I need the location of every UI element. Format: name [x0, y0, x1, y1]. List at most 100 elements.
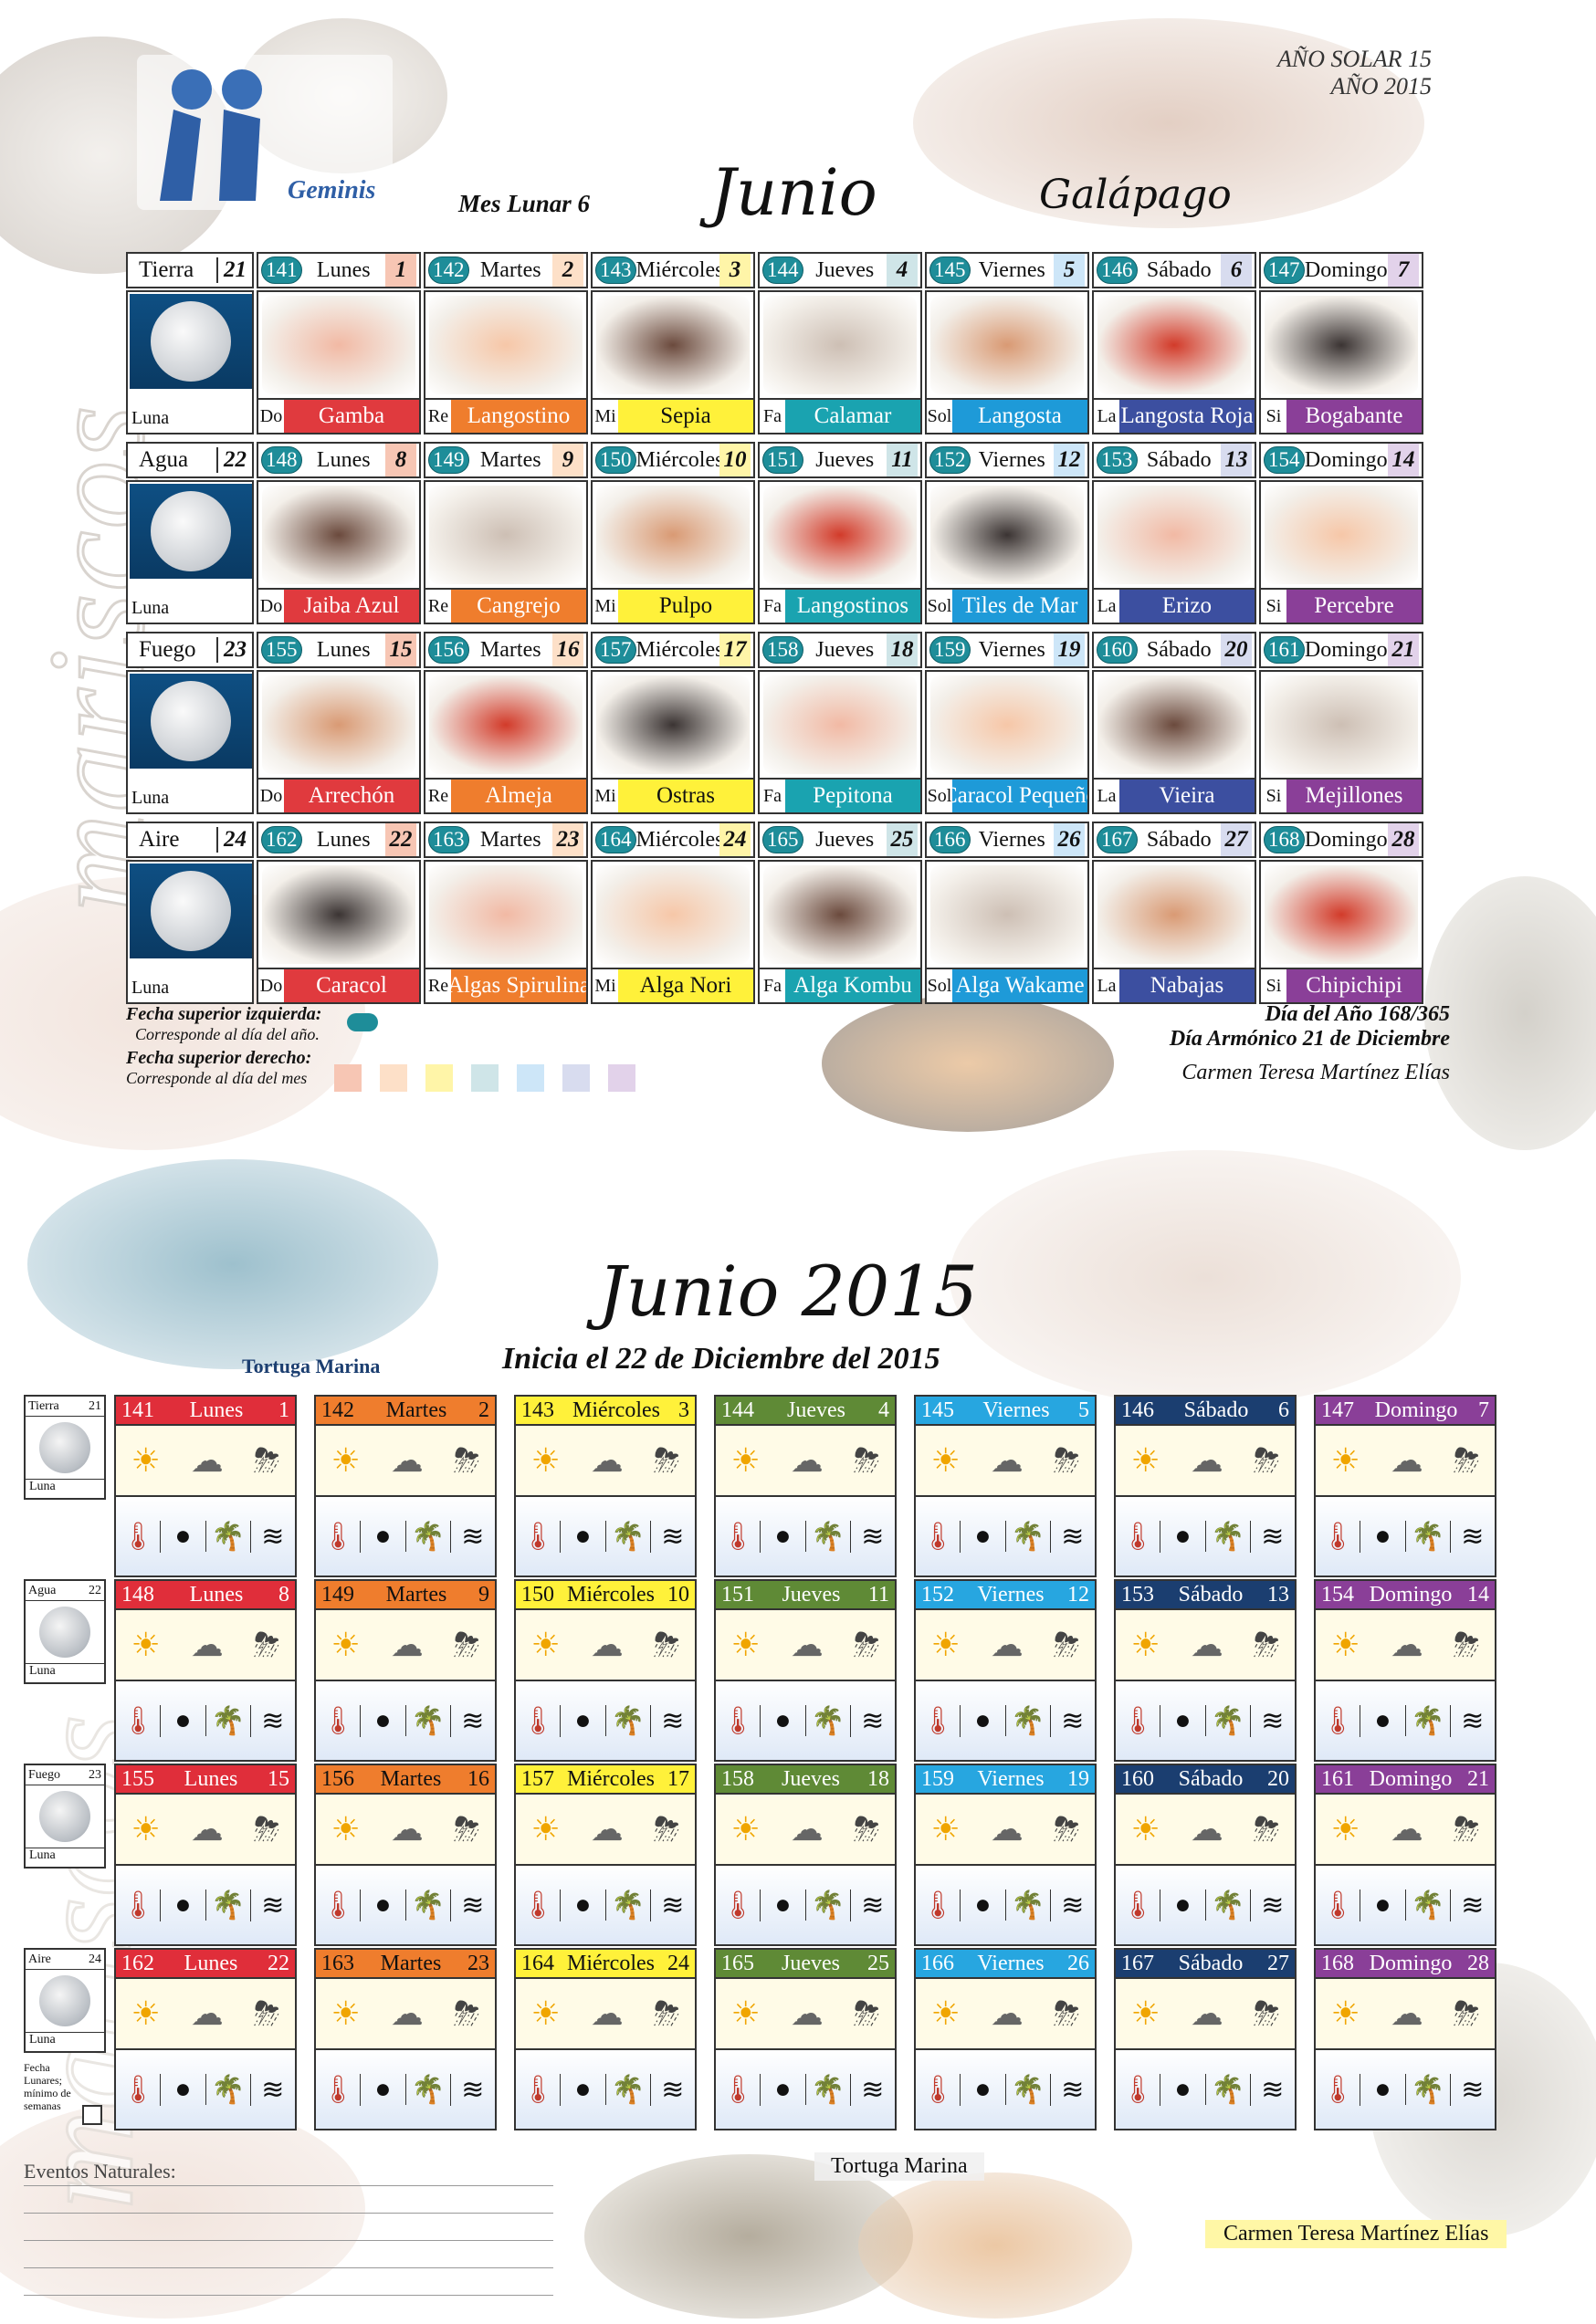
weather-day-card[interactable]: 165 Jueves 25 ☀ ☁ ⛈ 🌡 ● 🌴 ≋	[714, 1948, 897, 2130]
rain-cloud-icon[interactable]: ⛈	[253, 1994, 280, 2032]
palm-tree-icon[interactable]: 🌴	[1406, 1520, 1451, 1553]
day-header[interactable]: 156 Martes 16	[424, 632, 588, 668]
moon-phase-icon[interactable]: ●	[161, 1705, 206, 1736]
rain-cloud-icon[interactable]: ⛈	[1053, 1626, 1080, 1663]
seafood-cell[interactable]: Do Arrechón	[257, 670, 421, 814]
seafood-cell[interactable]: Si Chipichipi	[1259, 860, 1423, 1004]
thermometer-sun-icon[interactable]: 🌡	[516, 1889, 562, 1921]
day-header[interactable]: 159 Viernes 19	[925, 632, 1089, 668]
day-header[interactable]: 147 Domingo 7	[1259, 252, 1423, 288]
seafood-cell[interactable]: La Langosta Roja	[1092, 290, 1256, 434]
sun-icon[interactable]: ☀	[530, 1442, 561, 1479]
thermometer-sun-icon[interactable]: 🌡	[516, 1520, 562, 1553]
thermometer-sun-icon[interactable]: 🌡	[116, 2073, 162, 2106]
palm-tree-icon[interactable]: 🌴	[806, 1889, 851, 1921]
wind-icon[interactable]: ≋	[1061, 1705, 1085, 1736]
rain-cloud-icon[interactable]: ⛈	[1053, 1810, 1080, 1848]
thermometer-sun-icon[interactable]: 🌡	[1316, 1520, 1361, 1553]
moon-phase-icon[interactable]: ●	[761, 1521, 806, 1552]
sun-icon[interactable]: ☀	[131, 1995, 161, 2032]
seafood-cell[interactable]: Mi Alga Nori	[591, 860, 755, 1004]
moon-phase-icon[interactable]: ●	[161, 1521, 206, 1552]
cloud-icon[interactable]: ☁	[1190, 1627, 1223, 1663]
sun-icon[interactable]: ☀	[1130, 1995, 1160, 2032]
moon-phase-icon[interactable]: ●	[761, 1890, 806, 1921]
rain-cloud-icon[interactable]: ⛈	[453, 1441, 480, 1479]
weather-day-card[interactable]: 163 Martes 23 ☀ ☁ ⛈ 🌡 ● 🌴 ≋	[314, 1948, 497, 2130]
palm-tree-icon[interactable]: 🌴	[206, 2073, 251, 2106]
wind-icon[interactable]: ≋	[261, 1890, 285, 1921]
palm-tree-icon[interactable]: 🌴	[406, 2073, 451, 2106]
day-header[interactable]: 161 Domingo 21	[1259, 632, 1423, 668]
cloud-icon[interactable]: ☁	[990, 1627, 1024, 1663]
sun-icon[interactable]: ☀	[530, 1627, 561, 1663]
day-header[interactable]: 168 Domingo 28	[1259, 822, 1423, 858]
cloud-icon[interactable]: ☁	[990, 1811, 1024, 1848]
palm-tree-icon[interactable]: 🌴	[806, 1520, 851, 1553]
wind-icon[interactable]: ≋	[1261, 2074, 1285, 2105]
wind-icon[interactable]: ≋	[261, 2074, 285, 2105]
cloud-icon[interactable]: ☁	[190, 1811, 224, 1848]
cloud-icon[interactable]: ☁	[790, 1995, 824, 2032]
weather-day-card[interactable]: 147 Domingo 7 ☀ ☁ ⛈ 🌡 ● 🌴 ≋	[1314, 1395, 1496, 1577]
sun-icon[interactable]: ☀	[930, 1995, 961, 2032]
moon-phase-icon[interactable]: ●	[761, 1705, 806, 1736]
seafood-cell[interactable]: Fa Alga Kombu	[758, 860, 922, 1004]
thermometer-sun-icon[interactable]: 🌡	[716, 1520, 761, 1553]
events-line[interactable]	[24, 2295, 553, 2296]
wind-icon[interactable]: ≋	[1261, 1890, 1285, 1921]
palm-tree-icon[interactable]: 🌴	[1206, 2073, 1251, 2106]
moon-phase-icon[interactable]: ●	[761, 2074, 806, 2105]
moon-phase-icon[interactable]: ●	[561, 1890, 606, 1921]
palm-tree-icon[interactable]: 🌴	[206, 1520, 251, 1553]
thermometer-sun-icon[interactable]: 🌡	[1116, 1704, 1161, 1737]
seafood-cell[interactable]: Re Langostino	[424, 290, 588, 434]
thermometer-sun-icon[interactable]: 🌡	[1316, 1889, 1361, 1921]
wind-icon[interactable]: ≋	[1061, 1890, 1085, 1921]
sun-icon[interactable]: ☀	[331, 1627, 361, 1663]
cloud-icon[interactable]: ☁	[1390, 1627, 1423, 1663]
thermometer-sun-icon[interactable]: 🌡	[716, 1889, 761, 1921]
moon-phase-icon[interactable]: ●	[1160, 1521, 1206, 1552]
wind-icon[interactable]: ≋	[1061, 2074, 1085, 2105]
sun-icon[interactable]: ☀	[730, 1442, 761, 1479]
day-header[interactable]: 155 Lunes 15	[257, 632, 421, 668]
sun-icon[interactable]: ☀	[930, 1811, 961, 1848]
wind-icon[interactable]: ≋	[461, 1705, 485, 1736]
thermometer-sun-icon[interactable]: 🌡	[1116, 1889, 1161, 1921]
weather-day-card[interactable]: 144 Jueves 4 ☀ ☁ ⛈ 🌡 ● 🌴 ≋	[714, 1395, 897, 1577]
thermometer-sun-icon[interactable]: 🌡	[316, 2073, 362, 2106]
thermometer-sun-icon[interactable]: 🌡	[116, 1520, 162, 1553]
thermometer-sun-icon[interactable]: 🌡	[316, 1520, 362, 1553]
rain-cloud-icon[interactable]: ⛈	[853, 1994, 880, 2032]
palm-tree-icon[interactable]: 🌴	[1406, 1704, 1451, 1737]
wind-icon[interactable]: ≋	[661, 1890, 685, 1921]
cloud-icon[interactable]: ☁	[390, 1811, 424, 1848]
moon-phase-icon[interactable]: ●	[961, 1890, 1006, 1921]
moon-phase-icon[interactable]: ●	[161, 2074, 206, 2105]
wind-icon[interactable]: ≋	[661, 1705, 685, 1736]
day-header[interactable]: 164 Miércoles 24	[591, 822, 755, 858]
thermometer-sun-icon[interactable]: 🌡	[116, 1704, 162, 1737]
wind-icon[interactable]: ≋	[1461, 1521, 1485, 1552]
rain-cloud-icon[interactable]: ⛈	[853, 1441, 880, 1479]
wind-icon[interactable]: ≋	[861, 1705, 885, 1736]
moon-phase-icon[interactable]: ●	[1160, 2074, 1206, 2105]
seafood-cell[interactable]: Si Percebre	[1259, 480, 1423, 624]
events-line[interactable]	[24, 2267, 553, 2268]
day-header[interactable]: 157 Miércoles 17	[591, 632, 755, 668]
wind-icon[interactable]: ≋	[261, 1705, 285, 1736]
wind-icon[interactable]: ≋	[1261, 1705, 1285, 1736]
seafood-cell[interactable]: Fa Calamar	[758, 290, 922, 434]
wind-icon[interactable]: ≋	[461, 1890, 485, 1921]
cloud-icon[interactable]: ☁	[590, 1627, 624, 1663]
cloud-icon[interactable]: ☁	[590, 1442, 624, 1479]
palm-tree-icon[interactable]: 🌴	[806, 1704, 851, 1737]
wind-icon[interactable]: ≋	[1461, 2074, 1485, 2105]
cloud-icon[interactable]: ☁	[590, 1995, 624, 2032]
moon-phase-icon[interactable]: ●	[1360, 1890, 1406, 1921]
sun-icon[interactable]: ☀	[1330, 1811, 1360, 1848]
wind-icon[interactable]: ≋	[861, 1521, 885, 1552]
palm-tree-icon[interactable]: 🌴	[606, 1889, 651, 1921]
cloud-icon[interactable]: ☁	[190, 1442, 224, 1479]
